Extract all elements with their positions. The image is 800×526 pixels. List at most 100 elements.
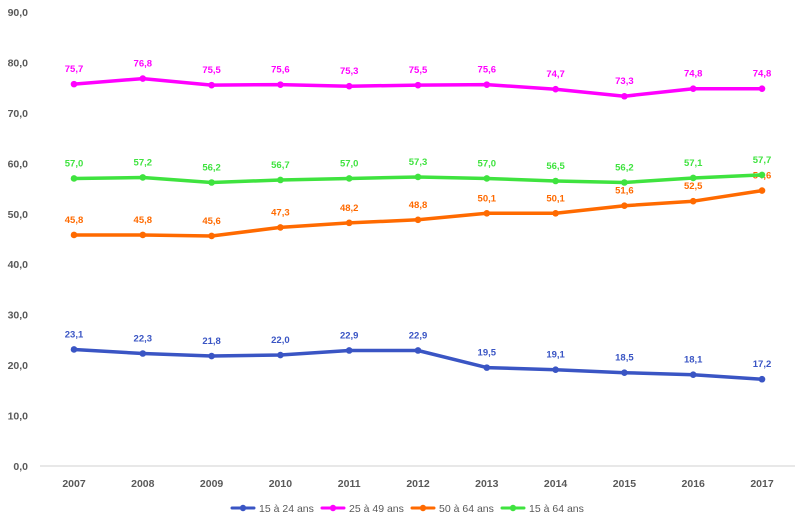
x-tick-label: 2016 <box>682 478 706 490</box>
data-point <box>70 175 78 182</box>
data-point <box>621 369 628 376</box>
data-label: 50,1 <box>546 193 565 204</box>
data-point <box>552 85 559 93</box>
data-label: 45,8 <box>65 215 84 226</box>
data-point <box>689 371 697 378</box>
x-tick-label: 2008 <box>131 478 155 490</box>
y-tick-label: 10,0 <box>8 411 29 423</box>
data-point <box>483 209 491 217</box>
legend-swatch-marker <box>419 504 427 512</box>
series-group: 23,1 22,3 21,8 22,0 22,9 22,9 19,5 19,1 18,5 18,1… <box>65 59 772 383</box>
legend-item: 25 à 49 ans <box>320 503 404 515</box>
data-point <box>208 232 215 240</box>
data-point <box>414 173 422 181</box>
data-point <box>208 81 215 89</box>
data-label: 48,2 <box>340 203 359 214</box>
data-label: 56,2 <box>615 163 634 174</box>
data-label: 47,3 <box>271 207 290 218</box>
data-point <box>345 175 353 182</box>
x-tick-label: 2009 <box>200 478 224 490</box>
legend-label: 25 à 49 ans <box>349 503 404 515</box>
legend-label: 15 à 24 ans <box>259 503 314 515</box>
y-tick-label: 80,0 <box>8 57 29 69</box>
data-label: 19,5 <box>478 348 497 359</box>
data-label: 52,5 <box>684 181 703 192</box>
y-tick-label: 40,0 <box>8 259 29 271</box>
x-tick-label: 2013 <box>475 478 499 490</box>
data-point <box>139 350 147 357</box>
legend-label: 15 à 64 ans <box>529 503 584 515</box>
data-point <box>139 174 147 181</box>
data-label: 57,3 <box>409 157 428 168</box>
data-label: 75,5 <box>409 65 428 76</box>
legend-item: 50 à 64 ans <box>410 503 494 515</box>
data-point <box>689 85 697 92</box>
data-label: 75,6 <box>271 65 290 76</box>
x-tick-label: 2014 <box>544 478 568 490</box>
data-label: 51,6 <box>615 186 634 197</box>
series-1: 23,1 22,3 21,8 22,0 22,9 22,9 19,5 19,1 18,5 18,1… <box>65 329 772 383</box>
data-point <box>758 171 766 179</box>
y-tick-label: 70,0 <box>8 108 29 120</box>
x-tick-label: 2012 <box>406 478 430 490</box>
data-label: 57,7 <box>753 155 772 166</box>
data-point <box>414 347 422 354</box>
data-label: 17,2 <box>753 359 772 370</box>
data-label: 75,5 <box>202 65 221 76</box>
data-label: 45,6 <box>202 216 221 227</box>
data-point <box>758 187 766 194</box>
data-label: 57,0 <box>478 158 497 169</box>
data-point <box>208 352 215 360</box>
data-label: 57,0 <box>65 158 84 169</box>
data-point <box>483 175 491 182</box>
data-point <box>483 81 491 88</box>
y-tick-label: 50,0 <box>8 209 29 221</box>
x-tick-label: 2011 <box>338 478 361 490</box>
data-label: 75,7 <box>65 64 84 75</box>
data-point <box>758 375 766 383</box>
data-point <box>70 231 78 239</box>
data-point <box>621 202 628 210</box>
data-point <box>483 364 491 371</box>
data-label: 57,2 <box>134 157 153 168</box>
data-label: 76,8 <box>134 59 153 70</box>
data-label: 56,5 <box>546 161 565 172</box>
data-label: 75,6 <box>478 65 497 76</box>
data-point <box>414 216 422 224</box>
y-tick-label: 20,0 <box>8 360 29 372</box>
x-tick-label: 2007 <box>62 478 86 490</box>
data-label: 74,8 <box>684 69 703 80</box>
data-label: 50,1 <box>478 193 497 204</box>
legend-swatch-marker <box>239 504 247 512</box>
data-point <box>552 366 559 373</box>
legend-item: 15 à 24 ans <box>230 503 314 515</box>
data-point <box>139 75 147 82</box>
data-point <box>414 81 422 89</box>
data-label: 75,3 <box>340 66 359 77</box>
legend: 15 à 24 ans 25 à 49 ans 50 à 64 ans 15 à 64… <box>230 503 584 515</box>
data-label: 56,7 <box>271 160 290 171</box>
data-point <box>277 224 284 231</box>
data-point <box>552 177 559 185</box>
x-tick-label: 2010 <box>269 478 293 490</box>
series-line <box>72 347 764 381</box>
data-point <box>345 219 353 227</box>
series-line <box>72 188 764 238</box>
data-point <box>139 231 147 239</box>
y-axis-ticks: 0,0 10,0 20,0 30,0 40,0 50,0 60,0 70,0 80,0 90,0 <box>8 7 29 473</box>
legend-swatch-marker <box>509 504 517 512</box>
data-point <box>345 347 353 354</box>
data-label: 73,3 <box>615 76 634 87</box>
data-label: 48,8 <box>409 200 428 211</box>
data-label: 19,1 <box>546 350 565 361</box>
data-label: 74,8 <box>753 69 772 80</box>
y-tick-label: 90,0 <box>8 7 29 19</box>
series-4: 57,0 57,2 56,2 56,7 57,0 57,3 57,0 56,5 56,2 57,1… <box>65 155 772 186</box>
y-tick-label: 60,0 <box>8 158 29 170</box>
data-point <box>277 81 284 88</box>
y-tick-label: 30,0 <box>8 310 29 322</box>
data-point <box>277 176 284 184</box>
data-label: 23,1 <box>65 329 84 340</box>
